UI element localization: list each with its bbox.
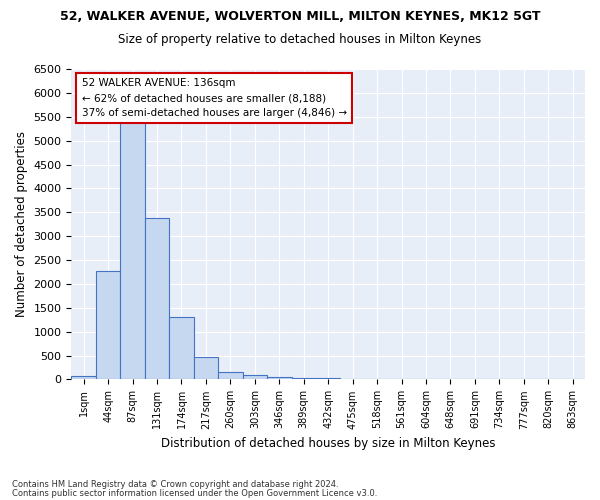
Bar: [145, 218, 169, 380]
Bar: [96, 271, 121, 380]
Text: 52, WALKER AVENUE, WOLVERTON MILL, MILTON KEYNES, MK12 5GT: 52, WALKER AVENUE, WOLVERTON MILL, MILTO…: [60, 10, 540, 23]
Bar: [242, 375, 267, 380]
Bar: [121, 120, 145, 380]
Bar: [169, 318, 194, 380]
Text: Contains public sector information licensed under the Open Government Licence v3: Contains public sector information licen…: [12, 488, 377, 498]
X-axis label: Distribution of detached houses by size in Milton Keynes: Distribution of detached houses by size …: [161, 437, 496, 450]
Text: 52 WALKER AVENUE: 136sqm
← 62% of detached houses are smaller (8,188)
37% of sem: 52 WALKER AVENUE: 136sqm ← 62% of detach…: [82, 78, 347, 118]
Bar: [218, 372, 242, 380]
Y-axis label: Number of detached properties: Number of detached properties: [15, 131, 28, 317]
Text: Contains HM Land Registry data © Crown copyright and database right 2024.: Contains HM Land Registry data © Crown c…: [12, 480, 338, 489]
Bar: [71, 376, 96, 380]
Bar: [194, 356, 218, 380]
Bar: [292, 378, 316, 380]
Text: Size of property relative to detached houses in Milton Keynes: Size of property relative to detached ho…: [118, 32, 482, 46]
Bar: [316, 378, 340, 380]
Bar: [267, 376, 292, 380]
